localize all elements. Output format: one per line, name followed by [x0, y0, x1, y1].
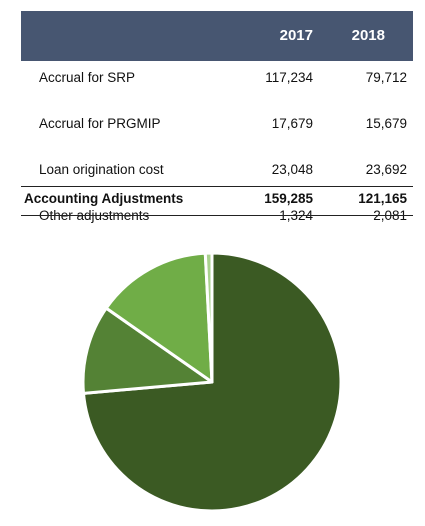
total-bottom-rule: [21, 215, 413, 216]
total-top-rule: [21, 186, 413, 187]
row-value-2018: 23,692: [365, 162, 407, 177]
total-row: Accounting Adjustments 159,285 121,165: [21, 187, 413, 211]
table-row: Loan origination cost 23,048 23,692: [21, 159, 413, 181]
table-header: 2017 2018: [21, 11, 413, 61]
table-body: Accrual for SRP 117,234 79,712 Accrual f…: [21, 67, 413, 223]
pie-chart: [81, 251, 343, 513]
row-label: Accrual for SRP: [39, 70, 136, 85]
column-header-2018: 2018: [351, 27, 385, 44]
table-row: Accrual for SRP 117,234 79,712: [21, 67, 413, 89]
accounting-adjustments-table: 2017 2018 Accrual for SRP 117,234 79,712…: [21, 11, 413, 223]
total-value-2018: 121,165: [358, 191, 407, 206]
row-value-2018: 79,712: [365, 70, 407, 85]
row-label: Loan origination cost: [39, 162, 164, 177]
total-label: Accounting Adjustments: [24, 191, 184, 206]
row-value-2017: 17,679: [271, 116, 313, 131]
pie-slice: [104, 251, 214, 384]
pie-slice: [81, 306, 214, 395]
total-value-2017: 159,285: [264, 191, 313, 206]
row-value-2018: 15,679: [365, 116, 407, 131]
row-value-2017: 117,234: [265, 70, 313, 85]
table-row: Accrual for PRGMIP 17,679 15,679: [21, 113, 413, 135]
pie-slice: [203, 251, 214, 384]
pie-slices: [81, 251, 343, 513]
row-label: Accrual for PRGMIP: [39, 116, 161, 131]
row-value-2017: 23,048: [271, 162, 313, 177]
column-header-2017: 2017: [279, 27, 313, 44]
